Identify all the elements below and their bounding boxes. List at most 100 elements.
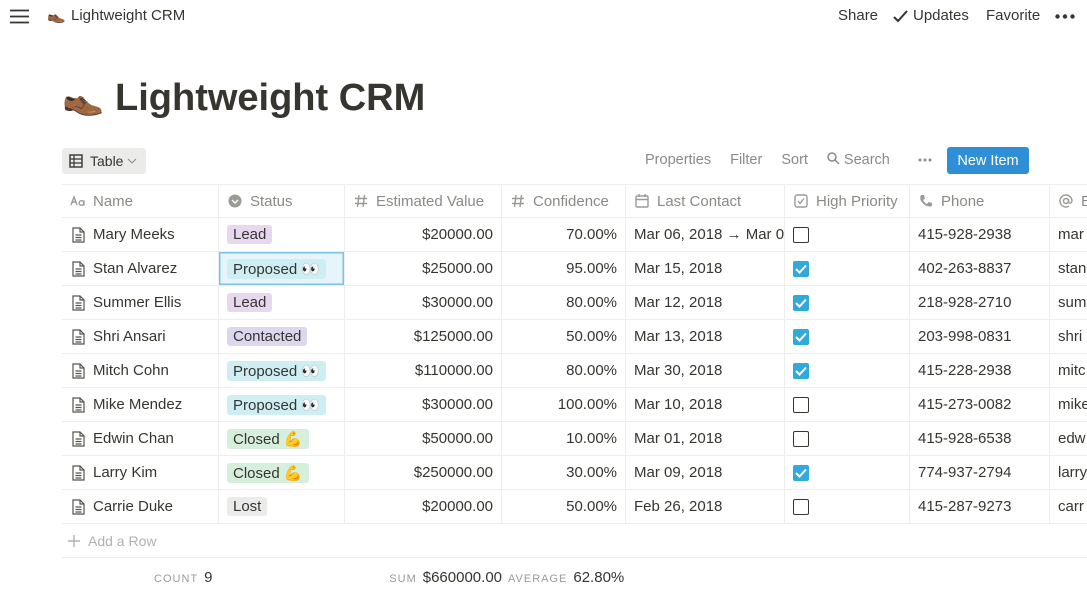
cell[interactable]: 218-928-2710	[910, 286, 1050, 319]
cell[interactable]: 100.00%	[502, 388, 626, 421]
cell[interactable]: sum	[1050, 286, 1087, 319]
cell[interactable]: $125000.00	[345, 320, 502, 353]
checkbox[interactable]	[793, 260, 809, 277]
checkbox[interactable]	[793, 464, 809, 481]
menu-icon[interactable]	[10, 9, 29, 24]
cell[interactable]: Lead	[219, 286, 345, 319]
cell[interactable]: Carrie Duke	[62, 490, 219, 523]
cell[interactable]: Edwin Chan	[62, 422, 219, 455]
column-header[interactable]: Estimated Value	[345, 185, 502, 217]
cell[interactable]	[785, 354, 910, 387]
cell[interactable]: shri	[1050, 320, 1087, 353]
cell[interactable]: stan	[1050, 252, 1087, 285]
checkbox[interactable]	[793, 226, 809, 243]
cell[interactable]: mitc	[1050, 354, 1087, 387]
cell[interactable]: edw	[1050, 422, 1087, 455]
cell[interactable]: Mar 01, 2018	[626, 422, 785, 455]
cell[interactable]: Mitch Cohn	[62, 354, 219, 387]
cell[interactable]: 415-928-6538	[910, 422, 1050, 455]
cell[interactable]: 50.00%	[502, 320, 626, 353]
cell[interactable]	[785, 490, 910, 523]
cell[interactable]: carr	[1050, 490, 1087, 523]
checkbox[interactable]	[793, 362, 809, 379]
cell[interactable]: Mar 06, 2018 → Mar 0	[626, 218, 785, 251]
checkbox[interactable]	[793, 396, 809, 413]
updates[interactable]: Updates	[913, 7, 969, 24]
more-icon[interactable]	[1055, 14, 1075, 19]
cell[interactable]: Mike Mendez	[62, 388, 219, 421]
cell[interactable]: Closed 💪	[219, 456, 345, 489]
cell[interactable]: Proposed 👀	[219, 354, 345, 387]
cell[interactable]	[785, 286, 910, 319]
checkbox[interactable]	[793, 294, 809, 311]
cell[interactable]: mike	[1050, 388, 1087, 421]
cell[interactable]: Mar 13, 2018	[626, 320, 785, 353]
column-header[interactable]: Status	[219, 185, 345, 217]
cell[interactable]: 95.00%	[502, 252, 626, 285]
cell[interactable]: Larry Kim	[62, 456, 219, 489]
cell[interactable]: 30.00%	[502, 456, 626, 489]
cell[interactable]: 415-928-2938	[910, 218, 1050, 251]
toolbar-action[interactable]: Sort	[781, 152, 808, 168]
checkbox[interactable]	[793, 430, 809, 447]
cell[interactable]: Feb 26, 2018	[626, 490, 785, 523]
cell[interactable]: $25000.00	[345, 252, 502, 285]
toolbar-action[interactable]: Search	[827, 152, 890, 168]
column-header[interactable]: Confidence	[502, 185, 626, 217]
breadcrumb[interactable]: Lightweight CRM	[71, 7, 186, 24]
cell[interactable]: 80.00%	[502, 354, 626, 387]
add-row[interactable]: Add a Row	[62, 524, 1087, 558]
cell[interactable]	[785, 218, 910, 251]
cell[interactable]: 415-228-2938	[910, 354, 1050, 387]
cell[interactable]: 70.00%	[502, 218, 626, 251]
column-header[interactable]: Last Contact	[626, 185, 785, 217]
cell[interactable]: Mar 30, 2018	[626, 354, 785, 387]
cell[interactable]: Lost	[219, 490, 345, 523]
toolbar-action[interactable]: Properties	[645, 152, 712, 168]
column-header[interactable]: E	[1050, 185, 1087, 217]
cell[interactable]	[785, 252, 910, 285]
share[interactable]: Share	[838, 7, 879, 24]
favorite[interactable]: Favorite	[986, 7, 1041, 24]
cell[interactable]: Mary Meeks	[62, 218, 219, 251]
column-header[interactable]: High Priority	[785, 185, 910, 217]
cell[interactable]: Closed 💪	[219, 422, 345, 455]
cell[interactable]: $250000.00	[345, 456, 502, 489]
cell[interactable]: larry	[1050, 456, 1087, 489]
cell[interactable]: Lead	[219, 218, 345, 251]
cell[interactable]: Proposed 👀	[219, 388, 345, 421]
cell[interactable]: Mar 12, 2018	[626, 286, 785, 319]
cell[interactable]: Contacted	[219, 320, 345, 353]
cell[interactable]: mar	[1050, 218, 1087, 251]
column-header[interactable]: Name	[62, 185, 219, 217]
cell[interactable]: $20000.00	[345, 490, 502, 523]
cell[interactable]: 415-287-9273	[910, 490, 1050, 523]
cell[interactable]: 774-937-2794	[910, 456, 1050, 489]
cell[interactable]: $20000.00	[345, 218, 502, 251]
cell[interactable]: $110000.00	[345, 354, 502, 387]
cell[interactable]: 80.00%	[502, 286, 626, 319]
column-header[interactable]: Phone	[910, 185, 1050, 217]
cell[interactable]: 10.00%	[502, 422, 626, 455]
cell[interactable]: Proposed 👀	[219, 252, 345, 285]
cell[interactable]: Summer Ellis	[62, 286, 219, 319]
toolbar-action[interactable]: Filter	[730, 152, 763, 168]
cell[interactable]: 402-263-8837	[910, 252, 1050, 285]
checkbox[interactable]	[793, 498, 809, 515]
cell[interactable]: Mar 10, 2018	[626, 388, 785, 421]
cell[interactable]: $50000.00	[345, 422, 502, 455]
new-item-button[interactable]: New Item	[947, 147, 1029, 174]
cell[interactable]: Mar 15, 2018	[626, 252, 785, 285]
cell[interactable]	[785, 422, 910, 455]
cell[interactable]: $30000.00	[345, 388, 502, 421]
cell[interactable]: 50.00%	[502, 490, 626, 523]
cell[interactable]	[785, 456, 910, 489]
cell[interactable]: Shri Ansari	[62, 320, 219, 353]
cell[interactable]: Mar 09, 2018	[626, 456, 785, 489]
cell[interactable]	[785, 388, 910, 421]
checkbox[interactable]	[793, 328, 809, 345]
cell[interactable]: 415-273-0082	[910, 388, 1050, 421]
toolbar-more[interactable]	[918, 158, 932, 162]
cell[interactable]: $30000.00	[345, 286, 502, 319]
cell[interactable]: Stan Alvarez	[62, 252, 219, 285]
